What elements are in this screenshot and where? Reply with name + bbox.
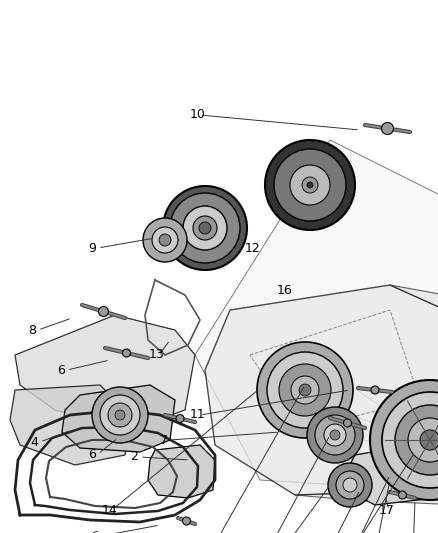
Text: 6: 6	[88, 448, 96, 461]
Circle shape	[370, 380, 438, 500]
Circle shape	[381, 123, 393, 134]
Circle shape	[336, 471, 364, 499]
Circle shape	[163, 186, 247, 270]
Text: 4: 4	[30, 435, 38, 448]
Circle shape	[328, 463, 372, 507]
Text: 14: 14	[102, 504, 118, 516]
Circle shape	[108, 403, 132, 427]
Text: 17: 17	[379, 504, 395, 516]
Circle shape	[115, 410, 125, 420]
Text: 2: 2	[130, 450, 138, 464]
Circle shape	[123, 349, 131, 357]
Circle shape	[267, 352, 343, 428]
Circle shape	[143, 218, 187, 262]
Text: 9: 9	[88, 241, 96, 254]
Circle shape	[265, 140, 355, 230]
Circle shape	[395, 405, 438, 475]
Circle shape	[176, 415, 184, 423]
Circle shape	[330, 430, 340, 440]
Polygon shape	[205, 285, 438, 495]
Circle shape	[371, 386, 379, 394]
Text: 16: 16	[277, 284, 293, 296]
Circle shape	[159, 234, 171, 246]
Circle shape	[99, 306, 109, 317]
Polygon shape	[148, 445, 215, 498]
Circle shape	[315, 415, 355, 455]
Polygon shape	[10, 385, 130, 465]
Circle shape	[408, 418, 438, 462]
Polygon shape	[62, 385, 175, 452]
Circle shape	[343, 478, 357, 492]
Circle shape	[170, 193, 240, 263]
Text: 12: 12	[245, 241, 261, 254]
Circle shape	[274, 149, 346, 221]
Text: 11: 11	[190, 408, 206, 422]
Circle shape	[399, 491, 406, 499]
Circle shape	[307, 407, 363, 463]
Circle shape	[257, 342, 353, 438]
Circle shape	[291, 376, 319, 404]
Circle shape	[199, 222, 211, 234]
Circle shape	[420, 430, 438, 450]
Circle shape	[279, 364, 331, 416]
Circle shape	[92, 387, 148, 443]
Polygon shape	[295, 285, 438, 505]
Circle shape	[152, 227, 178, 253]
Circle shape	[299, 384, 311, 396]
Text: 10: 10	[190, 109, 206, 122]
Circle shape	[302, 177, 318, 193]
Text: 6: 6	[57, 364, 65, 376]
Circle shape	[382, 392, 438, 488]
Polygon shape	[348, 440, 438, 505]
Text: 7: 7	[160, 433, 168, 447]
Circle shape	[193, 216, 217, 240]
Circle shape	[183, 206, 227, 250]
Text: 13: 13	[149, 349, 165, 361]
Text: 8: 8	[28, 324, 36, 336]
Polygon shape	[15, 315, 195, 430]
Circle shape	[307, 182, 313, 188]
Polygon shape	[195, 140, 438, 490]
Circle shape	[290, 165, 330, 205]
Circle shape	[343, 419, 352, 427]
Circle shape	[183, 517, 191, 525]
Circle shape	[324, 424, 346, 446]
Circle shape	[100, 395, 140, 435]
